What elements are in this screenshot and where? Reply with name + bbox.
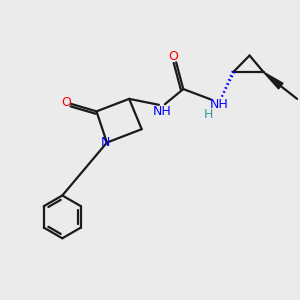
Text: N: N [101,136,110,149]
Text: NH: NH [210,98,229,111]
Text: O: O [168,50,178,63]
Polygon shape [263,72,283,89]
Text: NH: NH [152,105,171,118]
Text: H: H [203,108,213,122]
Text: O: O [61,96,71,109]
